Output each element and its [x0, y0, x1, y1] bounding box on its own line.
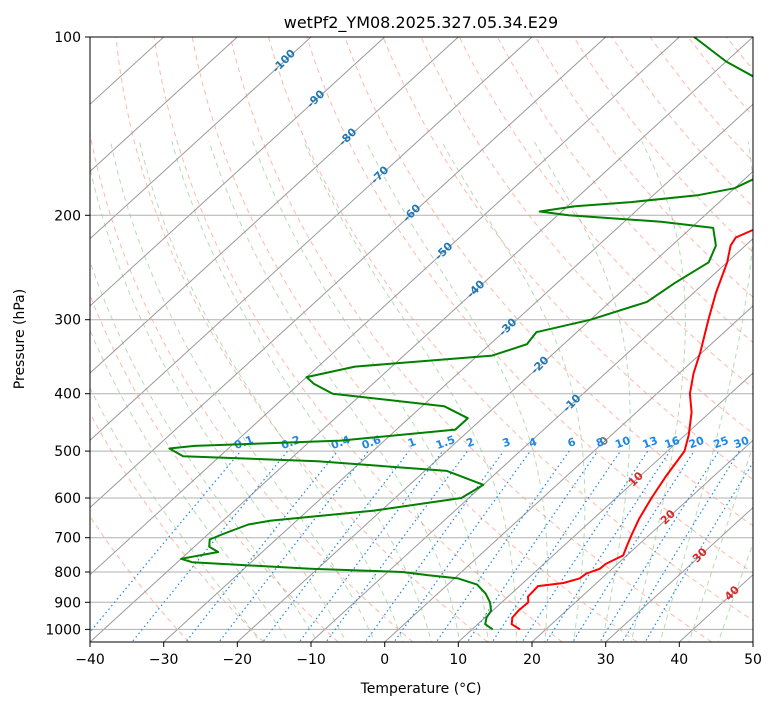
- y-tick-label: 700: [54, 531, 81, 547]
- mixing-ratio-label: 30: [732, 434, 751, 452]
- mixing-ratio-label: 16: [663, 434, 682, 452]
- x-tick-label: 20: [523, 652, 541, 668]
- isotherm-line: [90, 37, 238, 173]
- moist-adiabat: [208, 141, 461, 642]
- dry-adiabat: [458, 37, 753, 389]
- isotherm-line: [384, 305, 753, 642]
- chart-title: wetPf2_YM08.2025.327.05.34.E29: [284, 13, 558, 33]
- y-tick-label: 100: [54, 30, 81, 46]
- pressure-gridlines: [90, 37, 753, 642]
- dry-adiabat: [191, 37, 638, 642]
- x-axis-label: Temperature (°C): [360, 681, 482, 697]
- isotherm-line: [90, 37, 753, 642]
- mixing-ratio-line: [572, 450, 695, 642]
- mixing-ratio-line: [466, 450, 599, 642]
- mixing-ratio-lines: [90, 450, 753, 642]
- isotherm-line: [90, 37, 533, 442]
- x-tick-label: 40: [670, 652, 688, 668]
- dewpoint-profile-line: [168, 37, 753, 631]
- dry-adiabat: [90, 515, 190, 642]
- isotherm-line: [605, 506, 753, 642]
- isotherm-line: [531, 439, 753, 642]
- mixing-ratio-line: [599, 450, 720, 642]
- y-tick-label: 300: [54, 313, 81, 329]
- isotherm-line: [310, 237, 753, 642]
- isotherm-line: [90, 37, 459, 374]
- temperature-profile-line: [510, 228, 753, 631]
- mixing-ratio-label: 8: [594, 435, 606, 450]
- mixing-ratio-label: 2: [464, 435, 476, 450]
- isotherm-line: [236, 170, 753, 642]
- y-tick-label: 1000: [45, 622, 81, 638]
- mixing-ratio-line: [218, 450, 369, 642]
- mixing-ratio-label: 6: [566, 435, 578, 450]
- mixing-ratio-label: 1: [406, 435, 418, 450]
- mixing-ratio-line: [262, 450, 410, 642]
- moist-adiabat: [365, 141, 549, 642]
- dry-adiabat: [268, 37, 753, 622]
- moist-adiabat: [90, 259, 319, 642]
- moist-adiabat: [110, 141, 376, 642]
- mixing-ratio-line: [90, 450, 242, 633]
- moist-adiabat: [138, 141, 404, 642]
- x-tick-label: −40: [75, 652, 105, 668]
- isotherm-line: [163, 103, 753, 642]
- dry-adiabat: [90, 293, 339, 642]
- moist-adiabat: [252, 141, 489, 642]
- y-tick-label: 600: [54, 491, 81, 507]
- dry-adiabat: [153, 37, 563, 642]
- isotherm-line: [457, 372, 753, 642]
- mixing-ratio-line: [644, 461, 753, 642]
- moist-adiabat: [533, 141, 631, 642]
- mixing-ratio-label: 20: [687, 434, 706, 452]
- mixing-ratio-label: 0.1: [233, 433, 256, 452]
- moist-adiabat: [659, 141, 753, 642]
- isotherm-line: [90, 37, 607, 509]
- isotherm-line: [90, 37, 386, 307]
- x-tick-label: −10: [296, 652, 326, 668]
- mixing-ratio-label: 4: [527, 435, 539, 450]
- sounding-series: [168, 37, 753, 631]
- y-tick-label: 500: [54, 444, 81, 460]
- mixing-ratio-line: [545, 450, 671, 642]
- mixing-ratio-label: 10: [613, 434, 632, 452]
- dry-adiabat: [306, 37, 753, 574]
- moist-adiabat: [90, 387, 261, 642]
- mixing-ratio-label: 3: [501, 435, 513, 450]
- x-tick-label: 10: [449, 652, 467, 668]
- mixing-ratio-line: [491, 450, 621, 642]
- axes: −40 −30 −20 −10 0 10 20 30 40 5010020030040050060…: [45, 30, 762, 668]
- x-tick-label: −20: [223, 652, 253, 668]
- x-tick-label: −30: [149, 652, 179, 668]
- moist-adiabat: [90, 165, 347, 642]
- mixing-ratio-label: 25: [712, 434, 731, 451]
- mixing-ratio-line: [435, 450, 570, 642]
- moist-adiabat: [630, 141, 686, 642]
- mixing-ratio-label: 13: [641, 434, 660, 451]
- plot-frame: [89, 36, 754, 643]
- x-tick-label: 0: [380, 652, 389, 668]
- mixing-ratio-line: [621, 450, 740, 642]
- x-tick-label: 30: [597, 652, 615, 668]
- y-axis-label: Pressure (hPa): [12, 289, 28, 389]
- dry-adiabat: [496, 37, 753, 344]
- moist-adiabat: [90, 328, 290, 642]
- y-tick-label: 800: [54, 565, 81, 581]
- y-tick-label: 200: [54, 208, 81, 224]
- mixing-ratio-line: [325, 450, 468, 642]
- x-tick-label: 50: [744, 652, 762, 668]
- mixing-ratio-label: 0.4: [329, 433, 352, 452]
- isotherm-line: [90, 37, 680, 576]
- dry-adiabat: [90, 412, 264, 642]
- moist-adiabat: [441, 141, 586, 642]
- mixing-ratio-line: [521, 450, 649, 642]
- dry-adiabat: [115, 37, 488, 642]
- y-tick-label: 400: [54, 387, 81, 403]
- y-tick-label: 900: [54, 595, 81, 611]
- isotherm-line: [90, 37, 312, 240]
- mixing-ratio-label: 1.5: [434, 433, 457, 452]
